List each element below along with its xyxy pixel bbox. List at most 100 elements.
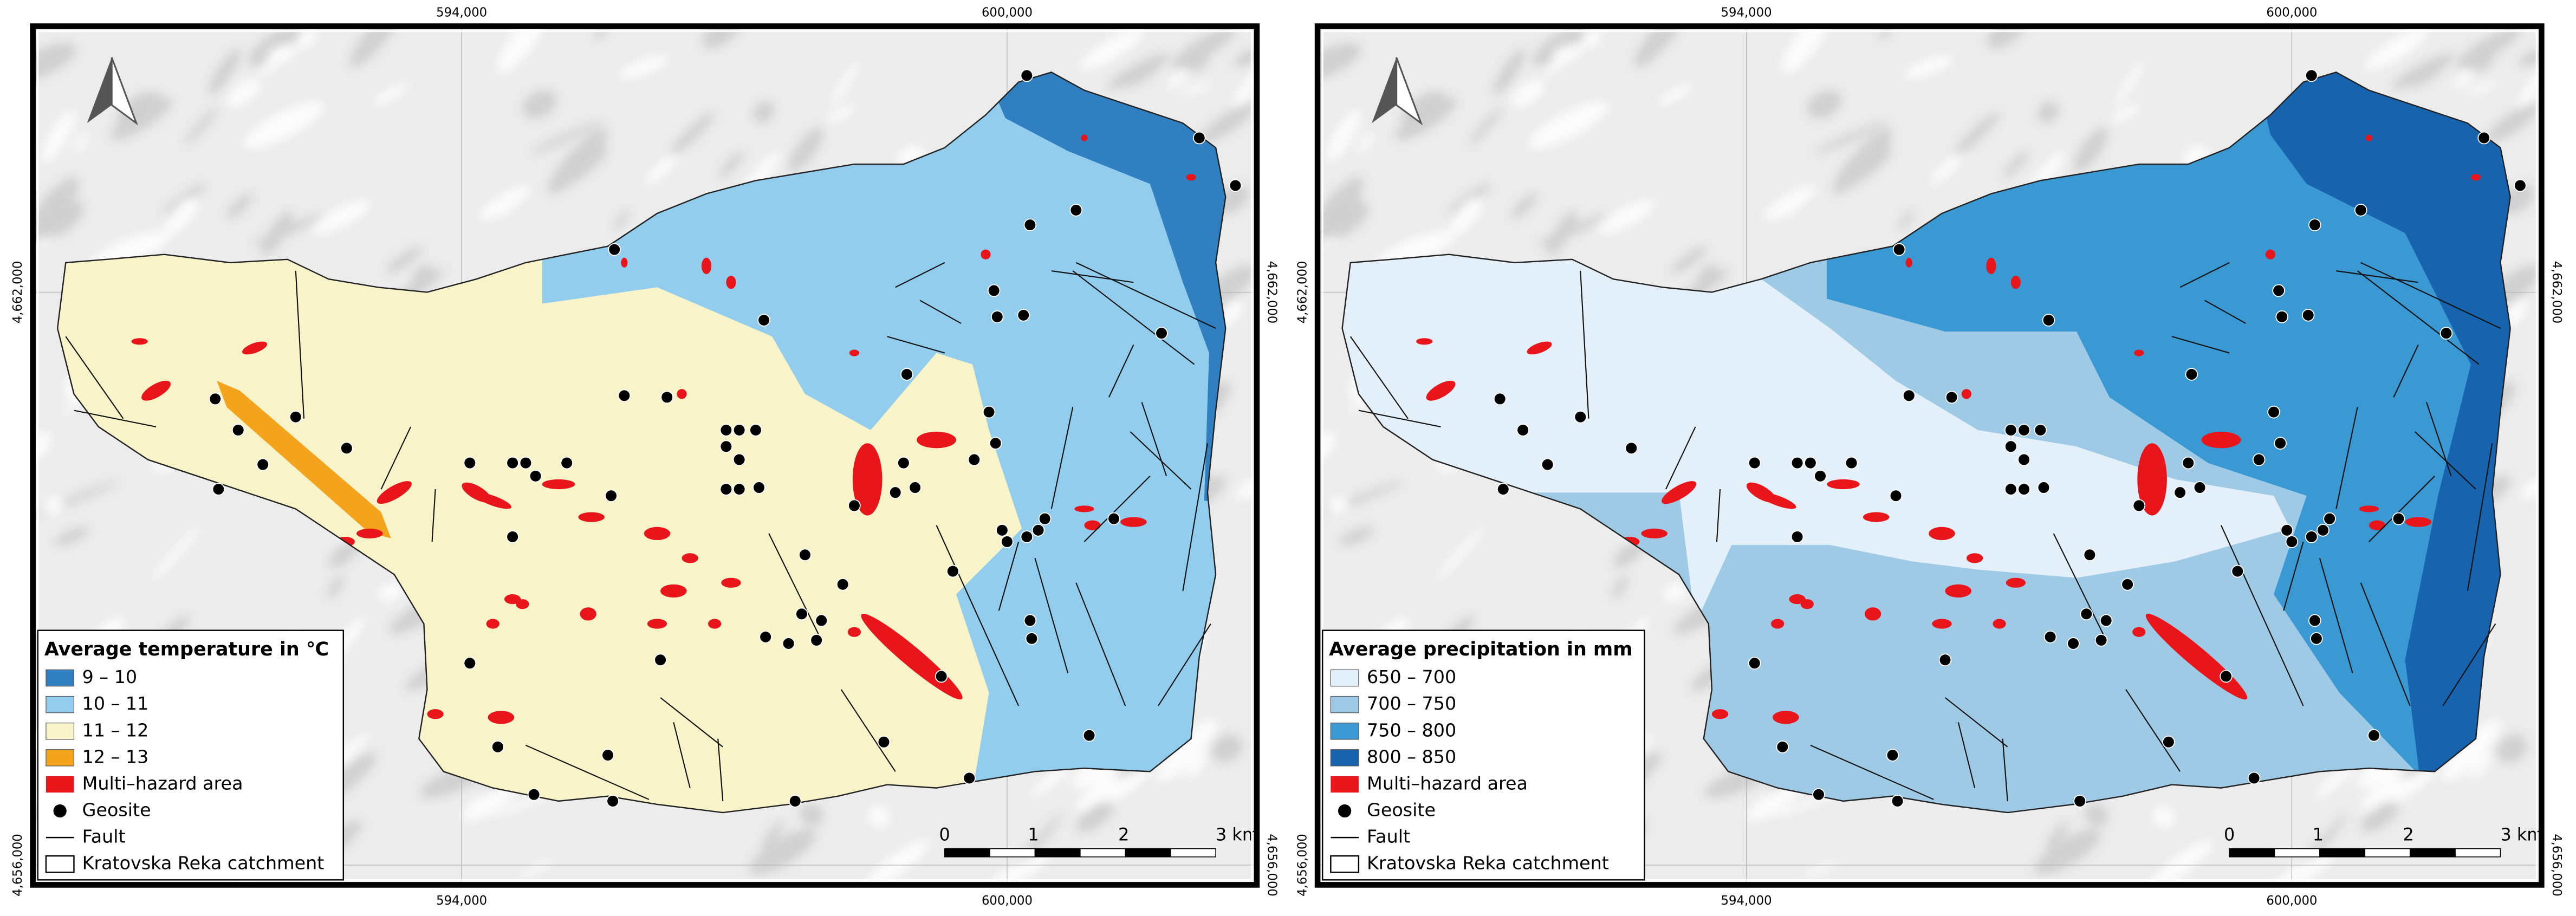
geosite: [1023, 614, 1037, 627]
geosite: [935, 670, 948, 683]
geosite: [1891, 795, 1904, 808]
geosite: [2017, 424, 2030, 437]
fault: [1944, 697, 2008, 748]
geosite: [996, 524, 1009, 537]
relief: [1448, 184, 1490, 216]
geosite: [987, 284, 1001, 297]
y-grid-label: 4,662,000: [1295, 261, 1309, 324]
relief: [36, 431, 51, 463]
geosite: [2285, 535, 2299, 548]
scale-bar-segment: [1170, 848, 1216, 857]
map-frame-inner: [1321, 30, 2538, 881]
relief: [1211, 735, 1243, 763]
relief: [184, 107, 218, 145]
legend-label: Kratovska Reka catchment: [82, 853, 325, 874]
geosite: [963, 771, 976, 785]
geosite: [601, 749, 614, 762]
multi-hazard-area: [580, 607, 596, 621]
relief: [1746, 782, 1802, 822]
fault: [895, 262, 945, 288]
legend-swatch: [46, 669, 75, 687]
relief: [867, 805, 891, 828]
multi-hazard-area: [1863, 512, 1890, 522]
fault: [2179, 262, 2230, 288]
relief: [327, 575, 343, 599]
legend-title: Average precipitation in mm: [1329, 639, 1632, 660]
relief: [44, 496, 63, 515]
geosite: [618, 389, 631, 402]
relief: [73, 132, 89, 154]
geosite: [2004, 424, 2017, 437]
geosite: [1192, 131, 1206, 145]
relief: [1930, 150, 1965, 186]
relief: [1803, 859, 1838, 879]
relief: [1329, 496, 1348, 515]
scale-bar-segment: [1125, 848, 1171, 857]
relief: [1157, 718, 1217, 782]
geosite: [1748, 456, 1761, 470]
relief: [762, 821, 784, 849]
y-grid-label: 4,662,000: [2549, 261, 2564, 324]
legend-symbol: [53, 804, 67, 818]
relief: [2364, 28, 2429, 70]
relief: [2496, 735, 2527, 763]
north-arrow: [1396, 57, 1423, 126]
geosite: [989, 437, 1002, 450]
multi-hazard-area: [2134, 349, 2144, 356]
legend-label: Kratovska Reka catchment: [1367, 853, 1609, 874]
geosite: [1493, 392, 1507, 406]
multi-hazard-area: [852, 443, 883, 516]
geosite: [2193, 481, 2207, 494]
relief: [1807, 90, 1841, 119]
relief: [1076, 801, 1114, 832]
fault: [998, 541, 1020, 611]
multi-hazard-area: [141, 380, 171, 401]
relief: [530, 121, 604, 154]
relief: [753, 101, 774, 123]
geosite: [1107, 512, 1120, 525]
geosite: [2305, 530, 2318, 543]
fault: [1349, 336, 1409, 419]
relief: [1528, 101, 1609, 149]
relief: [669, 112, 715, 156]
geosite: [289, 410, 302, 424]
multi-hazard-area: [981, 249, 991, 259]
relief: [1326, 109, 1361, 163]
x-grid-label: 594,000: [1721, 894, 1772, 908]
multi-hazard-area: [660, 584, 687, 598]
fault: [295, 270, 305, 419]
relief: [2517, 69, 2539, 113]
scale-bar-label: 2: [1118, 824, 1129, 845]
multi-hazard-area: [1800, 599, 1814, 609]
relief: [243, 101, 325, 149]
catchment-boundary: [1341, 72, 2511, 814]
multi-hazard-area: [1120, 517, 1147, 527]
fault: [717, 738, 724, 801]
geosite: [2252, 453, 2266, 466]
relief: [2392, 54, 2454, 89]
geosite: [1229, 179, 1242, 192]
relief: [2360, 764, 2435, 811]
relief: [1597, 200, 1656, 235]
relief: [1201, 102, 1254, 142]
relief: [2073, 127, 2108, 172]
geosite: [560, 456, 574, 470]
legend-swatch: [46, 749, 75, 766]
multi-hazard-area: [1527, 341, 1552, 355]
fault: [936, 525, 1020, 706]
legend-label: Multi–hazard area: [1367, 772, 1528, 794]
scale-bar-label: 0: [939, 824, 950, 845]
multi-hazard-area: [1929, 527, 1955, 541]
legend-label: Fault: [82, 826, 126, 847]
relief: [518, 859, 554, 879]
legend-swatch: [1331, 776, 1359, 793]
geosite: [757, 314, 770, 327]
x-grid-label: 594,000: [436, 894, 487, 908]
class-zone: [2254, 72, 2510, 791]
multi-hazard-area: [1932, 619, 1952, 629]
geosite: [799, 548, 812, 562]
geosite: [2004, 483, 2017, 496]
multi-hazard-area: [1084, 520, 1101, 530]
geosite: [888, 486, 902, 499]
fault: [380, 426, 412, 490]
